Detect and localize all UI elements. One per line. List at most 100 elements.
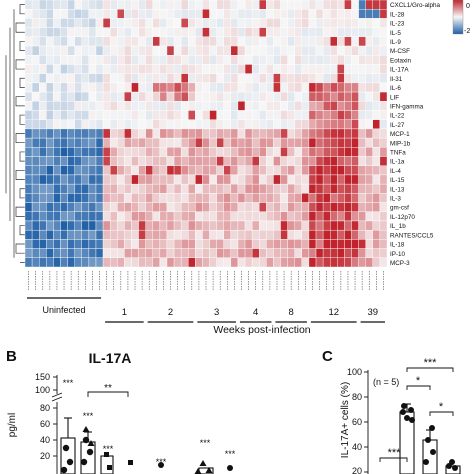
heatmap-cell — [251, 64, 260, 74]
heatmap-cell — [74, 257, 82, 268]
heatmap-cell — [344, 220, 352, 231]
heatmap-cell — [223, 0, 232, 10]
heatmap-cell — [131, 147, 139, 157]
heatmap-cell — [60, 45, 68, 56]
heatmap-cell — [102, 64, 111, 74]
group-label: 2 — [168, 307, 173, 318]
heatmap-cell — [195, 174, 203, 185]
heatmap-cell — [131, 0, 139, 10]
heatmap-cell — [358, 156, 366, 166]
heatmap-cell — [251, 165, 260, 176]
heatmap-cell — [294, 257, 303, 268]
heatmap-cell — [166, 248, 175, 258]
heatmap-cell — [67, 9, 75, 19]
heatmap-cell — [31, 73, 40, 84]
heatmap-cell — [109, 45, 118, 56]
heatmap-cell — [280, 165, 288, 176]
heatmap-cell — [365, 156, 374, 166]
heatmap-cell — [358, 183, 366, 194]
heatmap-cell — [358, 128, 366, 139]
heatmap-cell — [379, 137, 388, 148]
heatmap-cell — [173, 183, 182, 194]
heatmap-cell — [60, 220, 68, 231]
heatmap-cell — [81, 193, 90, 203]
heatmap-cell — [266, 220, 274, 231]
heatmap-cell — [287, 73, 295, 84]
heatmap-cell — [166, 9, 175, 19]
heatmap-cell — [180, 248, 189, 258]
row-label: MIP-1b — [390, 140, 411, 147]
heatmap-cell — [124, 248, 132, 258]
heatmap-cell — [287, 165, 295, 176]
heatmap-cell — [166, 174, 175, 185]
heatmap-cell — [39, 257, 47, 268]
heatmap-cell — [209, 64, 217, 74]
heatmap-cell — [124, 64, 132, 74]
heatmap-cell — [152, 64, 161, 74]
heatmap-cell — [301, 9, 310, 19]
heatmap-cell — [266, 248, 274, 258]
heatmap-cell — [31, 36, 40, 47]
heatmap-cell — [315, 55, 324, 65]
heatmap-cell — [266, 211, 274, 222]
heatmap-cell — [173, 101, 182, 111]
heatmap-cell — [294, 101, 303, 111]
heatmap-cell — [337, 101, 345, 111]
heatmap-cell — [46, 220, 54, 231]
heatmap-cell — [294, 55, 303, 65]
heatmap-cell — [280, 0, 288, 10]
heatmap-cell — [358, 147, 366, 157]
heatmap-cell — [31, 202, 40, 212]
heatmap-cell — [351, 110, 359, 120]
heatmap-cell — [330, 82, 338, 93]
heatmap-cell — [202, 73, 210, 84]
heatmap-cell — [259, 183, 267, 194]
heatmap-cell — [24, 137, 33, 148]
heatmap-cell — [166, 257, 175, 268]
heatmap-cell — [138, 193, 146, 203]
heatmap-cell — [372, 193, 381, 203]
heatmap-cell — [88, 18, 97, 28]
heatmap-cell — [124, 202, 132, 212]
heatmap-cell — [358, 220, 366, 231]
heatmap-cell — [379, 27, 388, 38]
heatmap-cell — [315, 165, 324, 176]
heatmap-cell — [344, 165, 352, 176]
heatmap-cell — [195, 220, 203, 231]
heatmap-cell — [195, 119, 203, 130]
heatmap-cell — [223, 211, 232, 222]
heatmap-cell — [308, 174, 317, 185]
heatmap-cell — [337, 239, 345, 249]
heatmap-cell — [315, 91, 324, 102]
heatmap-cell — [202, 211, 210, 222]
heatmap-cell — [244, 156, 253, 166]
heatmap-cell — [223, 193, 232, 203]
heatmap-cell — [24, 183, 33, 194]
heatmap-cell — [308, 137, 317, 148]
panel-c-n-note: (n = 5) — [373, 377, 399, 387]
heatmap-cell — [372, 211, 381, 222]
heatmap-cell — [379, 119, 388, 130]
heatmap-cell — [145, 229, 153, 240]
heatmap-cell — [24, 0, 33, 10]
heatmap-cell — [102, 147, 111, 157]
heatmap-cell — [237, 119, 246, 130]
heatmap-cell — [159, 55, 168, 65]
heatmap-cell — [251, 257, 260, 268]
panel-b-sig-6: *** — [200, 438, 211, 448]
heatmap-cell — [315, 101, 324, 111]
heatmap-cell — [322, 137, 331, 148]
heatmap-cell — [294, 9, 303, 19]
heatmap-cell — [372, 110, 381, 120]
heatmap-cell — [60, 64, 68, 74]
heatmap-cell — [81, 91, 90, 102]
heatmap-cell — [358, 229, 366, 240]
heatmap-cell — [322, 128, 331, 139]
heatmap-cell — [95, 147, 104, 157]
heatmap-cell — [251, 229, 260, 240]
heatmap-cell — [372, 36, 381, 47]
heatmap-cell — [39, 101, 47, 111]
heatmap-cell — [372, 156, 381, 166]
heatmap-cell — [322, 45, 331, 56]
heatmap-cell — [88, 211, 97, 222]
